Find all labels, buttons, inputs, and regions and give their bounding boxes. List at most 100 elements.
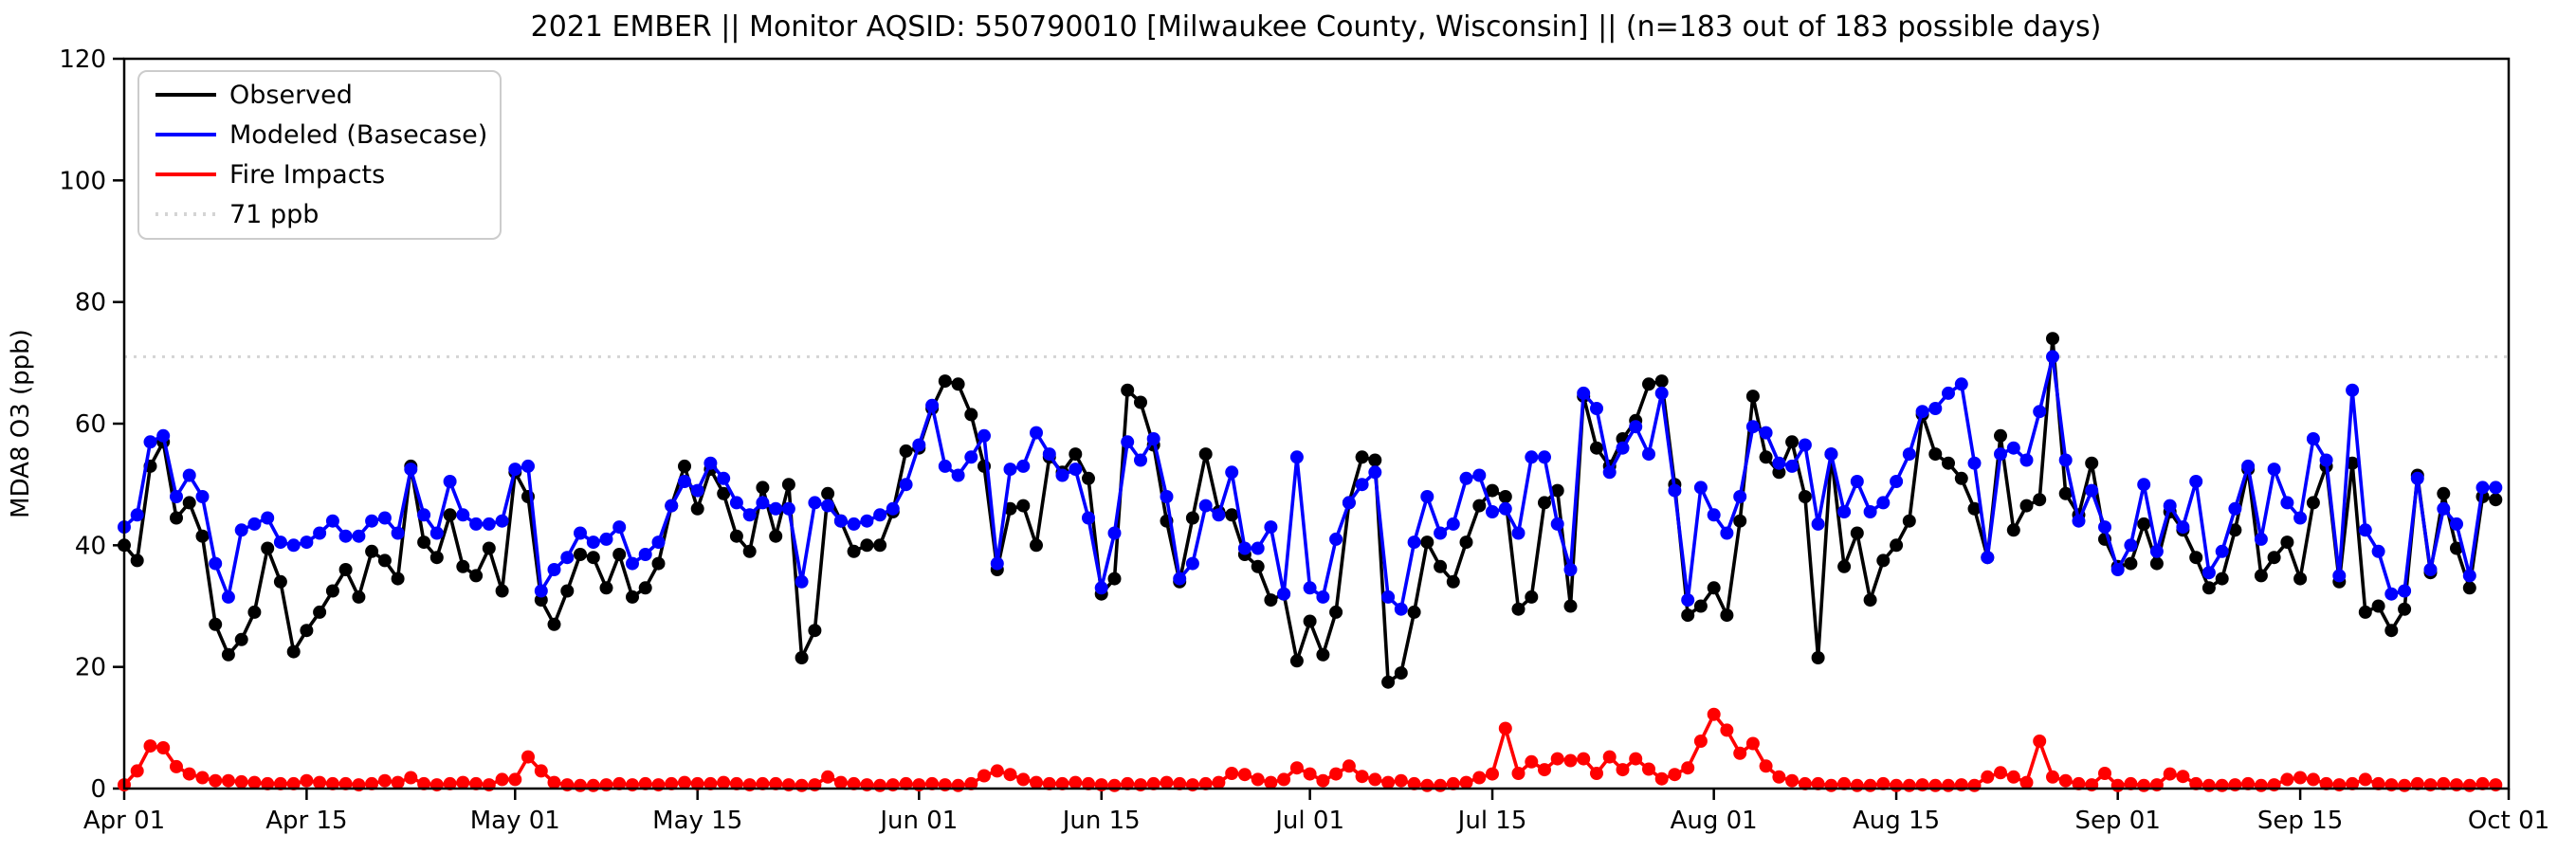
- modeled-basecase-marker: [2228, 501, 2242, 516]
- observed-marker: [781, 478, 795, 492]
- modeled-basecase-marker: [1890, 475, 1904, 488]
- modeled-basecase-marker: [742, 508, 757, 522]
- legend-label-1: Modeled (Basecase): [229, 120, 487, 150]
- modeled-basecase-marker: [873, 508, 887, 522]
- modeled-basecase-marker: [1486, 505, 1499, 518]
- observed-marker: [938, 374, 952, 389]
- fire-impacts-marker: [1289, 761, 1304, 775]
- observed-marker: [1759, 450, 1773, 464]
- x-tick-label: Apr 15: [265, 807, 347, 835]
- observed-marker: [234, 632, 248, 646]
- modeled-basecase-marker: [1798, 438, 1812, 452]
- fire-impacts-marker: [2293, 771, 2308, 785]
- observed-marker: [2293, 572, 2308, 586]
- modeled-basecase-marker: [1642, 447, 1655, 462]
- modeled-basecase-marker: [626, 556, 639, 571]
- fire-impacts-marker: [1303, 767, 1317, 781]
- observed-marker: [690, 501, 704, 516]
- observed-marker: [1407, 605, 1421, 619]
- fire-impacts-marker: [612, 776, 627, 790]
- observed-marker: [2124, 556, 2138, 571]
- modeled-basecase-marker: [1733, 490, 1747, 503]
- modeled-basecase-marker: [1355, 478, 1369, 492]
- fire-impacts-marker: [365, 776, 379, 790]
- modeled-basecase-marker: [195, 490, 210, 503]
- fire-impacts-marker: [195, 771, 210, 785]
- x-tick-label: Sep 01: [2075, 807, 2161, 835]
- fire-impacts-marker: [234, 774, 248, 789]
- fire-impacts-marker: [182, 767, 196, 781]
- modeled-basecase-marker: [2058, 453, 2073, 467]
- fire-impacts-marker: [1994, 766, 2007, 780]
- fire-impacts-marker: [1772, 770, 1786, 784]
- modeled-basecase-marker: [2437, 501, 2451, 516]
- observed-marker: [1107, 572, 1122, 586]
- modeled-basecase-marker: [1577, 386, 1591, 400]
- observed-marker: [417, 535, 431, 550]
- modeled-basecase-marker: [1876, 496, 1891, 510]
- fire-impacts-marker: [1798, 776, 1812, 790]
- observed-marker: [2006, 523, 2020, 537]
- modeled-basecase-marker: [325, 514, 339, 528]
- observed-marker: [1850, 526, 1864, 540]
- observed-marker: [769, 529, 783, 543]
- fire-impacts-marker: [286, 776, 301, 790]
- modeled-basecase-marker: [273, 535, 287, 550]
- fire-impacts-marker: [443, 776, 457, 790]
- modeled-basecase-marker: [313, 526, 327, 540]
- fire-impacts-marker: [2019, 775, 2034, 789]
- fire-impacts-marker: [2398, 778, 2412, 792]
- fire-impacts-marker: [2176, 770, 2190, 784]
- fire-impacts-marker: [1212, 775, 1226, 789]
- modeled-basecase-marker: [1251, 541, 1265, 555]
- modeled-basecase-marker: [2241, 459, 2256, 473]
- observed-marker: [1498, 490, 1512, 503]
- modeled-basecase-marker: [1459, 471, 1473, 485]
- modeled-basecase-marker: [2215, 544, 2229, 558]
- fire-impacts-marker: [1550, 752, 1564, 766]
- observed-marker: [638, 581, 652, 595]
- observed-marker: [1134, 395, 1147, 409]
- modeled-basecase-marker: [1069, 463, 1083, 477]
- fire-impacts-marker: [300, 773, 314, 788]
- fire-impacts-marker: [1876, 776, 1891, 790]
- fire-impacts-marker: [1733, 746, 1747, 760]
- legend: Observed Modeled (Basecase) Fire Impacts 71…: [137, 70, 502, 240]
- fire-impacts-marker: [221, 773, 235, 788]
- modeled-basecase-marker: [2176, 520, 2190, 535]
- observed-marker: [534, 593, 548, 608]
- modeled-basecase-marker: [912, 438, 926, 452]
- modeled-basecase-marker: [2476, 481, 2490, 495]
- x-tick-label: Aug 15: [1853, 807, 1940, 835]
- y-tick-label: 120: [59, 45, 106, 74]
- modeled-basecase-marker: [599, 532, 613, 546]
- fire-impacts-marker: [1811, 776, 1825, 790]
- modeled-basecase-marker: [130, 508, 144, 522]
- observed-marker: [1994, 428, 2007, 443]
- x-tick-label: May 15: [652, 807, 742, 835]
- fire-impacts-marker: [1420, 778, 1434, 792]
- fire-impacts-marker: [170, 759, 183, 773]
- observed-marker: [651, 556, 666, 571]
- observed-marker: [1030, 538, 1043, 553]
- modeled-basecase-marker: [2293, 511, 2308, 525]
- modeled-basecase-marker: [1525, 450, 1539, 464]
- modeled-basecase-marker: [247, 517, 262, 531]
- fire-impacts-marker: [2124, 776, 2138, 790]
- modeled-basecase-marker: [1994, 447, 2007, 462]
- modeled-basecase-marker: [886, 501, 900, 516]
- observed-marker: [1798, 490, 1812, 503]
- fire-impacts-marker: [1942, 778, 1955, 792]
- modeled-basecase-marker: [1030, 426, 1043, 440]
- fire-impacts-marker: [1824, 778, 1838, 792]
- fire-impacts-marker: [2137, 778, 2151, 792]
- x-tick-label: Aug 01: [1671, 807, 1758, 835]
- observed-marker: [1681, 608, 1695, 623]
- chart-title: 2021 EMBER || Monitor AQSID: 550790010 […: [531, 10, 2102, 44]
- legend-label-0: Observed: [229, 81, 353, 110]
- modeled-basecase-marker: [1003, 463, 1017, 477]
- x-tick-label: Jun 15: [1061, 807, 1141, 835]
- observed-marker: [612, 548, 627, 561]
- fire-impacts-marker: [1486, 767, 1499, 781]
